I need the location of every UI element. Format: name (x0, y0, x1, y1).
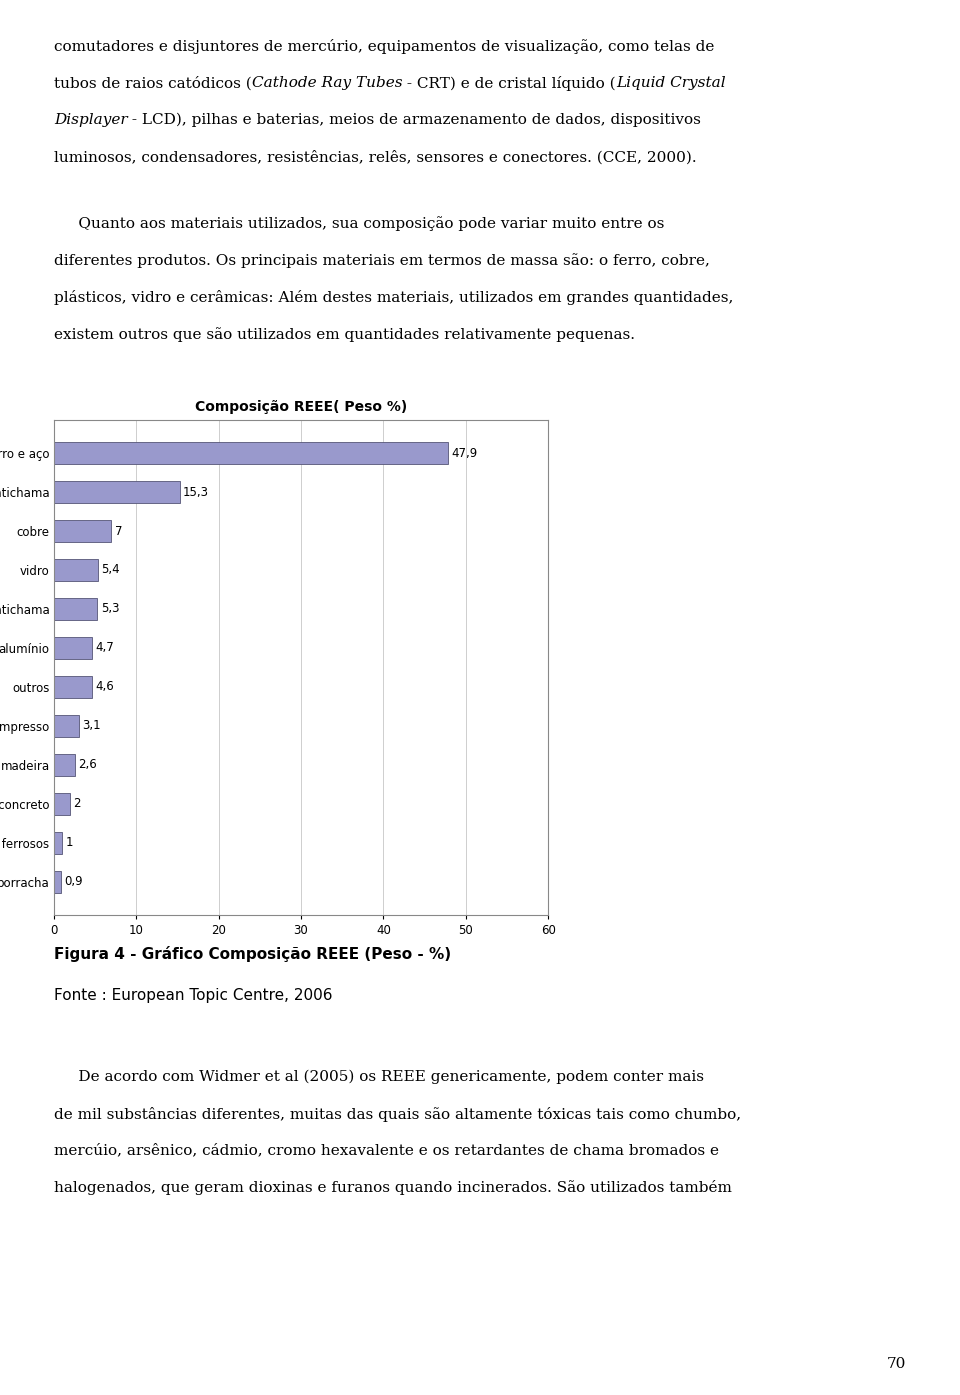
Text: 1: 1 (65, 837, 73, 850)
Text: 47,9: 47,9 (452, 446, 478, 459)
Text: mercúio, arsênico, cádmio, cromo hexavalente e os retardantes de chama bromados : mercúio, arsênico, cádmio, cromo hexaval… (54, 1144, 719, 1158)
Text: 2: 2 (74, 798, 81, 810)
Text: Cathode Ray Tubes: Cathode Ray Tubes (252, 75, 402, 91)
Text: 0,9: 0,9 (64, 875, 84, 889)
Text: 7: 7 (115, 525, 122, 537)
Bar (54, 481, 180, 502)
Bar (54, 833, 62, 854)
Bar (54, 794, 70, 815)
Text: halogenados, que geram dioxinas e furanos quando incinerados. São utilizados tam: halogenados, que geram dioxinas e furano… (54, 1180, 732, 1196)
Bar (54, 598, 97, 619)
Text: 3,1: 3,1 (83, 720, 101, 732)
Text: 5,4: 5,4 (102, 564, 120, 576)
Text: De acordo com Widmer et al (2005) os REEE genericamente, podem conter mais: De acordo com Widmer et al (2005) os REE… (54, 1070, 704, 1084)
Text: tubos de raios catódicos (: tubos de raios catódicos ( (54, 75, 252, 91)
Text: Quanto aos materiais utilizados, sua composição pode variar muito entre os: Quanto aos materiais utilizados, sua com… (54, 216, 664, 232)
Text: Figura 4 - Gráfico Composição REEE (Peso - %): Figura 4 - Gráfico Composição REEE (Peso… (54, 946, 451, 961)
Text: 4,7: 4,7 (96, 642, 114, 654)
Bar (54, 638, 92, 658)
Text: existem outros que são utilizados em quantidades relativamente pequenas.: existem outros que são utilizados em qua… (54, 328, 635, 342)
Text: 4,6: 4,6 (95, 681, 113, 693)
Text: 2,6: 2,6 (79, 759, 97, 771)
Bar (54, 442, 448, 463)
Bar (54, 559, 98, 580)
Text: Liquid Crystal: Liquid Crystal (615, 75, 726, 91)
Text: - LCD), pilhas e baterias, meios de armazenamento de dados, dispositivos: - LCD), pilhas e baterias, meios de arma… (128, 113, 701, 127)
Text: luminosos, condensadores, resistências, relês, sensores e conectores. (CCE, 2000: luminosos, condensadores, resistências, … (54, 149, 696, 165)
Text: comutadores e disjuntores de mercúrio, equipamentos de visualização, como telas : comutadores e disjuntores de mercúrio, e… (54, 39, 714, 54)
Bar (54, 520, 111, 541)
Bar (54, 716, 80, 737)
Text: diferentes produtos. Os principais materiais em termos de massa são: o ferro, co: diferentes produtos. Os principais mater… (54, 254, 709, 268)
Text: Fonte : European Topic Centre, 2006: Fonte : European Topic Centre, 2006 (54, 988, 332, 1003)
Text: plásticos, vidro e cerâmicas: Além destes materiais, utilizados em grandes quant: plásticos, vidro e cerâmicas: Além deste… (54, 290, 733, 306)
Title: Composição REEE( Peso %): Composição REEE( Peso %) (195, 400, 407, 414)
Text: 70: 70 (887, 1357, 906, 1371)
Text: - CRT) e de cristal líquido (: - CRT) e de cristal líquido ( (402, 75, 615, 91)
Bar (54, 677, 91, 698)
Bar (54, 755, 75, 776)
Text: 15,3: 15,3 (183, 485, 209, 498)
Text: Displayer: Displayer (54, 113, 128, 127)
Text: de mil substâncias diferentes, muitas das quais são altamente tóxicas tais como : de mil substâncias diferentes, muitas da… (54, 1106, 741, 1122)
Bar (54, 870, 61, 893)
Text: 5,3: 5,3 (101, 603, 119, 615)
